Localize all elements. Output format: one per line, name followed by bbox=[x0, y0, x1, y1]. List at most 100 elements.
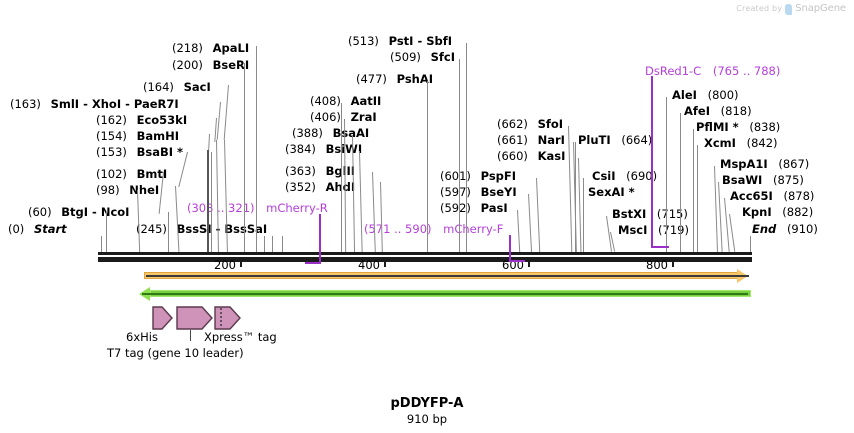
site-label-pshai[interactable]: (477) PshAI bbox=[356, 72, 434, 86]
leader-line bbox=[256, 46, 257, 252]
site-label-psti-sbfi[interactable]: (513) PstI - SbfI bbox=[348, 34, 453, 48]
terminal-label-end: End (910) bbox=[752, 222, 818, 236]
leader-line bbox=[718, 181, 723, 252]
site-label-xcmi[interactable]: XcmI (842) bbox=[704, 136, 778, 150]
leader-line bbox=[282, 236, 283, 252]
backbone-line-top bbox=[98, 252, 752, 255]
site-label-pasi[interactable]: (592) PasI bbox=[440, 201, 508, 215]
tag-arrow-6xhis[interactable] bbox=[152, 305, 174, 331]
leader-line bbox=[750, 236, 751, 252]
leader-line bbox=[693, 129, 694, 252]
tag-arrow-xpress[interactable] bbox=[214, 305, 242, 331]
ruler-label-200: 200 bbox=[214, 258, 236, 272]
site-label-nhei[interactable]: (98) NheI bbox=[96, 183, 160, 197]
tag-tick bbox=[190, 330, 191, 341]
site-label-bstxi[interactable]: BstXI (715) bbox=[612, 207, 688, 221]
leader-line bbox=[575, 142, 576, 252]
site-label-sfci[interactable]: (509) SfcI bbox=[390, 50, 455, 64]
site-label-eco53ki[interactable]: (162) Eco53kI bbox=[96, 113, 188, 127]
leader-line bbox=[714, 165, 719, 252]
leader-line bbox=[223, 84, 229, 140]
site-label-sexai[interactable]: SexAI * bbox=[588, 185, 635, 199]
site-label-csii[interactable]: CsiI (690) bbox=[592, 169, 658, 183]
site-label-ahdi[interactable]: (352) AhdI bbox=[285, 180, 355, 194]
site-label-afei[interactable]: AfeI (818) bbox=[684, 104, 752, 118]
leader-line bbox=[729, 213, 736, 252]
site-label-bseyi[interactable]: (597) BseYI bbox=[440, 185, 517, 199]
site-label-btgi-ncoi[interactable]: (60) BtgI - NcoI bbox=[28, 205, 130, 219]
primer-label-mcherry-f[interactable]: (571 .. 590) mCherry-F bbox=[364, 222, 504, 236]
leader-line bbox=[466, 43, 467, 252]
leader-line bbox=[459, 59, 460, 252]
primer-label-mcherry-r[interactable]: (303 .. 321) mCherry-R bbox=[187, 201, 328, 215]
leader-line bbox=[427, 81, 428, 252]
site-label-bsiwi[interactable]: (384) BsiWI bbox=[285, 142, 362, 156]
site-label-bsssi-bsssai[interactable]: (245) BssSI - BssSaI bbox=[136, 222, 268, 236]
leader-line bbox=[101, 236, 102, 252]
ruler-label-800: 800 bbox=[646, 258, 668, 272]
site-label-sfoi[interactable]: (662) SfoI bbox=[497, 117, 564, 131]
leader-line bbox=[697, 145, 698, 252]
leader-line bbox=[137, 189, 141, 252]
tag-label-6xhis: 6xHis bbox=[126, 330, 158, 344]
site-label-bsabi[interactable]: (153) BsaBI * bbox=[96, 145, 184, 159]
leader-line bbox=[341, 103, 342, 252]
site-label-zrai[interactable]: (406) ZraI bbox=[310, 110, 377, 124]
orange-feature-centerline bbox=[146, 274, 749, 277]
leader-line bbox=[724, 197, 730, 252]
site-label-apali[interactable]: (218) ApaLI bbox=[172, 41, 250, 55]
site-label-kasi[interactable]: (660) KasI bbox=[497, 149, 566, 163]
watermark-brand: SnapGene bbox=[795, 3, 846, 14]
leader-line bbox=[528, 193, 533, 252]
leader-line bbox=[680, 113, 681, 252]
leader-line bbox=[568, 125, 573, 252]
site-label-bsawi[interactable]: BsaWI (875) bbox=[722, 173, 804, 187]
leader-line bbox=[211, 152, 212, 252]
leader-line bbox=[536, 177, 541, 252]
leader-line bbox=[359, 150, 363, 252]
site-label-bglii[interactable]: (363) BglII bbox=[285, 164, 355, 178]
watermark-prefix: Created by bbox=[736, 4, 783, 13]
tag-label-t7: T7 tag (gene 10 leader) bbox=[107, 346, 244, 360]
site-label-saci[interactable]: (164) SacI bbox=[143, 80, 211, 94]
snapgene-logo-icon bbox=[785, 4, 793, 15]
site-label-pluti[interactable]: PluTI (664) bbox=[578, 133, 653, 147]
snapgene-watermark: Created by SnapGene bbox=[736, 3, 846, 15]
primer-label-dsred1-c[interactable]: DsRed1-C (765 .. 788) bbox=[645, 64, 781, 78]
tag-label-xpress: Xpress™ tag bbox=[204, 330, 277, 344]
site-label-bseri[interactable]: (200) BseRI bbox=[172, 58, 250, 72]
site-label-bsaai[interactable]: (388) BsaAI bbox=[292, 126, 370, 140]
leader-line bbox=[380, 181, 383, 252]
site-label-mspa1i[interactable]: MspA1I (867) bbox=[720, 157, 810, 171]
site-label-pspfi[interactable]: (601) PspFI bbox=[440, 169, 517, 183]
leader-line bbox=[272, 236, 273, 252]
plasmid-title: pDDYFP-A bbox=[390, 396, 464, 411]
leader-line bbox=[578, 157, 582, 252]
site-label-acc65i[interactable]: Acc65I (878) bbox=[730, 189, 815, 203]
leader-line bbox=[168, 212, 169, 252]
site-label-smli-xhoi-paer7i[interactable]: (163) SmlI - XhoI - PaeR7I bbox=[10, 97, 179, 111]
site-label-msci[interactable]: MscI (719) bbox=[618, 223, 689, 237]
site-label-alei[interactable]: AleI (800) bbox=[672, 88, 739, 102]
leader-line bbox=[583, 178, 584, 252]
leader-line bbox=[175, 185, 180, 252]
ruler-label-400: 400 bbox=[358, 258, 380, 272]
leader-line bbox=[207, 150, 209, 252]
site-label-pflmi[interactable]: PflMI * (838) bbox=[696, 120, 781, 134]
leader-line bbox=[106, 212, 107, 252]
leader-line bbox=[517, 209, 521, 252]
ruler-tick bbox=[672, 257, 674, 267]
site-label-aatii[interactable]: (408) AatII bbox=[310, 94, 382, 108]
green-feature-centerline bbox=[142, 292, 748, 295]
leader-line bbox=[216, 101, 221, 140]
site-label-bamhi[interactable]: (154) BamHI bbox=[96, 129, 180, 143]
plasmid-length: 910 bp bbox=[406, 412, 448, 426]
tag-arrow-t7[interactable] bbox=[176, 305, 214, 331]
site-label-nari[interactable]: (661) NarI bbox=[497, 133, 565, 147]
site-label-kpni[interactable]: KpnI (882) bbox=[742, 205, 814, 219]
leader-line bbox=[264, 236, 265, 252]
site-label-bmti[interactable]: (102) BmtI bbox=[96, 167, 168, 181]
leader-line bbox=[666, 97, 667, 252]
leader-line bbox=[372, 171, 376, 252]
